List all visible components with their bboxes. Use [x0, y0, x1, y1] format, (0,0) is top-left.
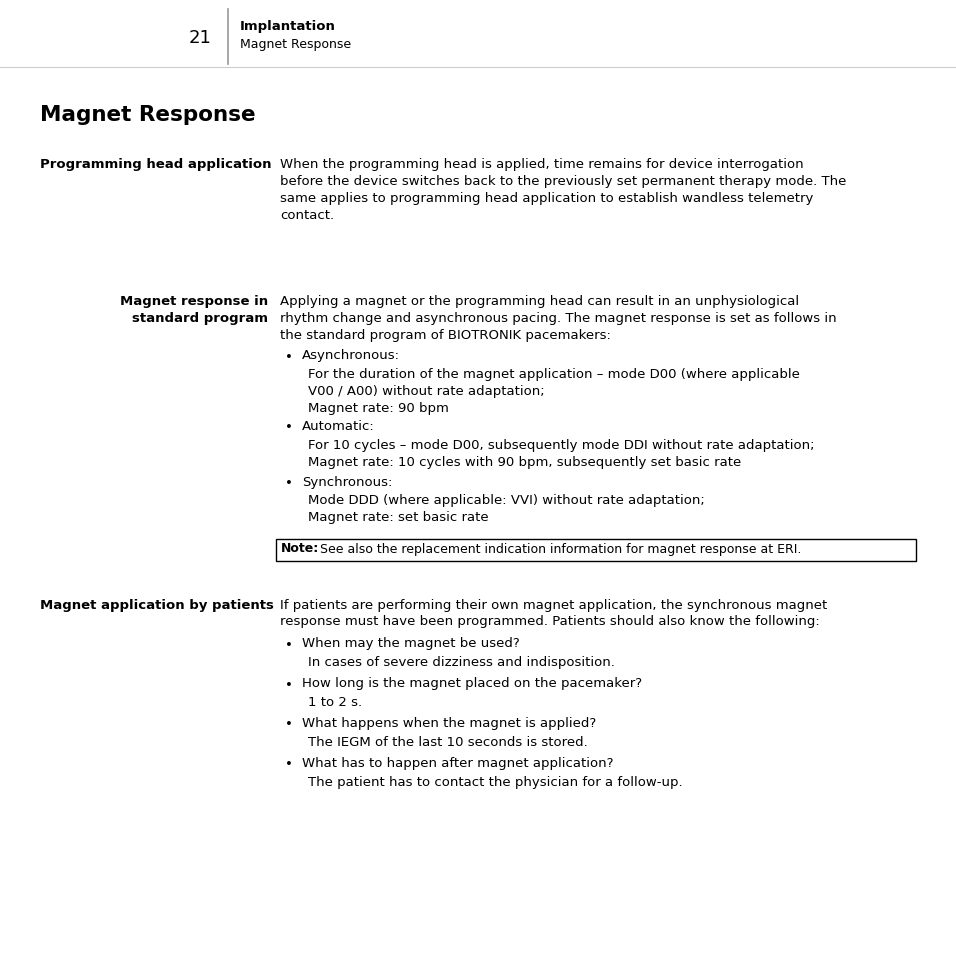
- Text: •: •: [285, 678, 293, 691]
- Text: What has to happen after magnet application?: What has to happen after magnet applicat…: [302, 757, 614, 770]
- Text: •: •: [285, 476, 293, 490]
- Text: 1 to 2 s.: 1 to 2 s.: [308, 696, 362, 708]
- Text: Magnet Response: Magnet Response: [240, 38, 351, 51]
- Text: •: •: [285, 758, 293, 771]
- FancyBboxPatch shape: [276, 539, 916, 561]
- Text: When may the magnet be used?: When may the magnet be used?: [302, 637, 520, 650]
- Text: The patient has to contact the physician for a follow-up.: The patient has to contact the physician…: [308, 775, 683, 788]
- Text: •: •: [285, 350, 293, 363]
- Text: Implantation: Implantation: [240, 20, 336, 33]
- Text: Note:: Note:: [281, 542, 319, 555]
- Text: For 10 cycles – mode D00, subsequently mode DDI without rate adaptation;
Magnet : For 10 cycles – mode D00, subsequently m…: [308, 438, 815, 469]
- Text: If patients are performing their own magnet application, the synchronous magnet
: If patients are performing their own mag…: [280, 598, 827, 628]
- Text: •: •: [285, 718, 293, 731]
- Text: Synchronous:: Synchronous:: [302, 476, 392, 489]
- Text: Magnet response in
standard program: Magnet response in standard program: [120, 294, 268, 325]
- Text: In cases of severe dizziness and indisposition.: In cases of severe dizziness and indispo…: [308, 656, 615, 668]
- Text: What happens when the magnet is applied?: What happens when the magnet is applied?: [302, 717, 597, 730]
- Text: Programming head application: Programming head application: [40, 158, 272, 171]
- Text: How long is the magnet placed on the pacemaker?: How long is the magnet placed on the pac…: [302, 677, 642, 690]
- Text: See also the replacement indication information for magnet response at ERI.: See also the replacement indication info…: [316, 542, 801, 555]
- Text: Asynchronous:: Asynchronous:: [302, 349, 400, 362]
- Text: Automatic:: Automatic:: [302, 420, 375, 433]
- Text: 21: 21: [188, 29, 211, 47]
- Text: Magnet Response: Magnet Response: [40, 105, 255, 125]
- Text: Applying a magnet or the programming head can result in an unphysiological
rhyth: Applying a magnet or the programming hea…: [280, 294, 836, 341]
- Text: Magnet application by patients: Magnet application by patients: [40, 598, 273, 611]
- Text: •: •: [285, 638, 293, 651]
- Text: For the duration of the magnet application – mode D00 (where applicable
V00 / A0: For the duration of the magnet applicati…: [308, 368, 800, 415]
- Text: Mode DDD (where applicable: VVI) without rate adaptation;
Magnet rate: set basic: Mode DDD (where applicable: VVI) without…: [308, 494, 705, 524]
- Text: When the programming head is applied, time remains for device interrogation
befo: When the programming head is applied, ti…: [280, 158, 846, 222]
- Text: The IEGM of the last 10 seconds is stored.: The IEGM of the last 10 seconds is store…: [308, 735, 588, 748]
- Text: •: •: [285, 421, 293, 434]
